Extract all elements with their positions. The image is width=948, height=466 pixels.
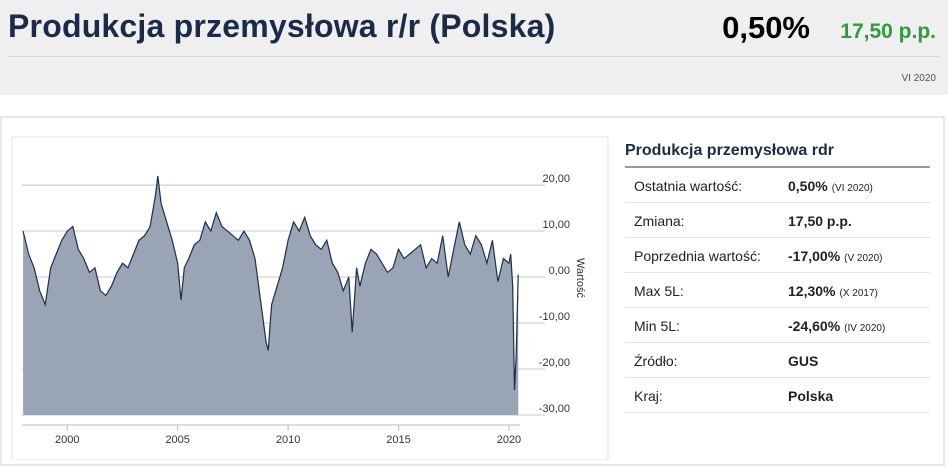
x-tick-label: 2010: [276, 434, 300, 446]
x-tick-label: 2020: [497, 434, 521, 446]
cell-note: (V 2020): [844, 253, 883, 264]
y-tick-label: 20,00: [542, 173, 570, 185]
line: [22, 175, 519, 391]
area-fill: [23, 175, 519, 415]
cell-note: (VI 2020): [831, 183, 873, 194]
table-title: Produkcja przemysłowa rdr: [625, 140, 930, 168]
cell-value: 17,50 p.p.: [788, 213, 852, 229]
table-row: Min 5L: -24,60% (IV 2020): [625, 308, 930, 343]
cell-value: Polska: [788, 388, 834, 404]
current-value: 0,50%: [722, 10, 810, 45]
table-row: Poprzednia wartość: -17,00% (V 2020): [625, 238, 930, 273]
table-row: Ostatnia wartość: 0,50% (VI 2020): [625, 168, 930, 203]
cell-label: Poprzednia wartość:: [634, 248, 761, 264]
x-tick-label: 2000: [55, 434, 79, 446]
cell-value: 0,50% (VI 2020): [788, 178, 873, 194]
cell-value: 12,30% (X 2017): [788, 283, 878, 299]
page-title: Produkcja przemysłowa r/r (Polska): [8, 8, 556, 44]
y-tick-label: -20,00: [539, 357, 570, 369]
y-tick-label: 0,00: [549, 265, 570, 277]
cell-value: -17,00% (V 2020): [788, 248, 883, 264]
header: Produkcja przemysłowa r/r (Polska) 0,50%…: [0, 0, 948, 95]
x-tick-label: 2005: [165, 434, 189, 446]
info-table: Produkcja przemysłowa rdr Ostatnia warto…: [625, 140, 930, 413]
divider: [8, 56, 940, 57]
cell-label: Zmiana:: [634, 213, 685, 229]
x-tick-label: 2015: [386, 434, 410, 446]
table-body: Ostatnia wartość: 0,50% (VI 2020) Zmiana: 17…: [625, 168, 930, 413]
table-row: Źródło: GUS: [625, 343, 930, 378]
cell-note: (X 2017): [839, 288, 878, 299]
date: VI 2020: [901, 73, 936, 84]
cell-label: Ostatnia wartość:: [634, 178, 743, 194]
y-tick-label: 10,00: [542, 219, 570, 231]
change: 17,50 p.p.: [840, 20, 936, 43]
cell-value: GUS: [788, 353, 819, 369]
cell-label: Min 5L:: [634, 318, 680, 334]
cell-note: (IV 2020): [844, 323, 886, 334]
table-row: Kraj: Polska: [625, 378, 930, 413]
cell-label: Źródło:: [634, 353, 678, 369]
y-tick-label: -10,00: [539, 311, 570, 323]
cell-label: Max 5L:: [634, 283, 684, 299]
cell-label: Kraj:: [634, 388, 663, 404]
table-row: Max 5L: 12,30% (X 2017): [625, 273, 930, 308]
cell-value: -24,60% (IV 2020): [788, 318, 886, 334]
y-tick-label: -30,00: [539, 403, 570, 415]
table-row: Zmiana: 17,50 p.p.: [625, 203, 930, 238]
y-axis-label: Wartość: [574, 258, 586, 298]
